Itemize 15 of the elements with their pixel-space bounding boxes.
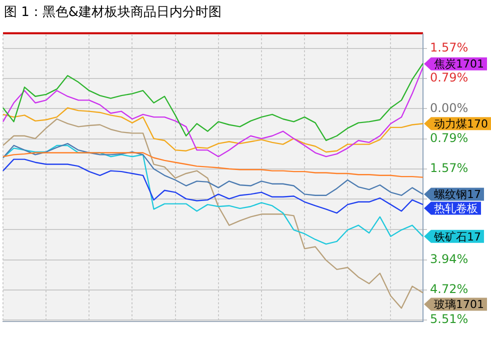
series-label: 玻璃1701 bbox=[434, 298, 484, 312]
y-tick-label: 1.57% bbox=[430, 40, 468, 55]
y-tick-label: 0.79% bbox=[430, 131, 468, 146]
chart-title: 图 1：黑色&建材板块商品日内分时图 bbox=[3, 4, 223, 22]
y-tick-label: 0.00% bbox=[430, 100, 468, 115]
y-tick-label: 5.51% bbox=[430, 312, 468, 326]
y-tick-label: 4.72% bbox=[430, 282, 468, 296]
y-tick-label: 0.79% bbox=[430, 70, 468, 84]
series-label: 焦炭1701 bbox=[434, 58, 484, 71]
series-label: 热轧卷板 bbox=[434, 202, 478, 216]
series-label: 螺纹钢17 bbox=[434, 188, 481, 202]
y-tick-label: 3.94% bbox=[430, 252, 468, 266]
series-label: 铁矿石17 bbox=[433, 230, 481, 244]
series-label: 动力煤170 bbox=[434, 117, 488, 130]
y-tick-label: 1.57% bbox=[430, 161, 468, 176]
